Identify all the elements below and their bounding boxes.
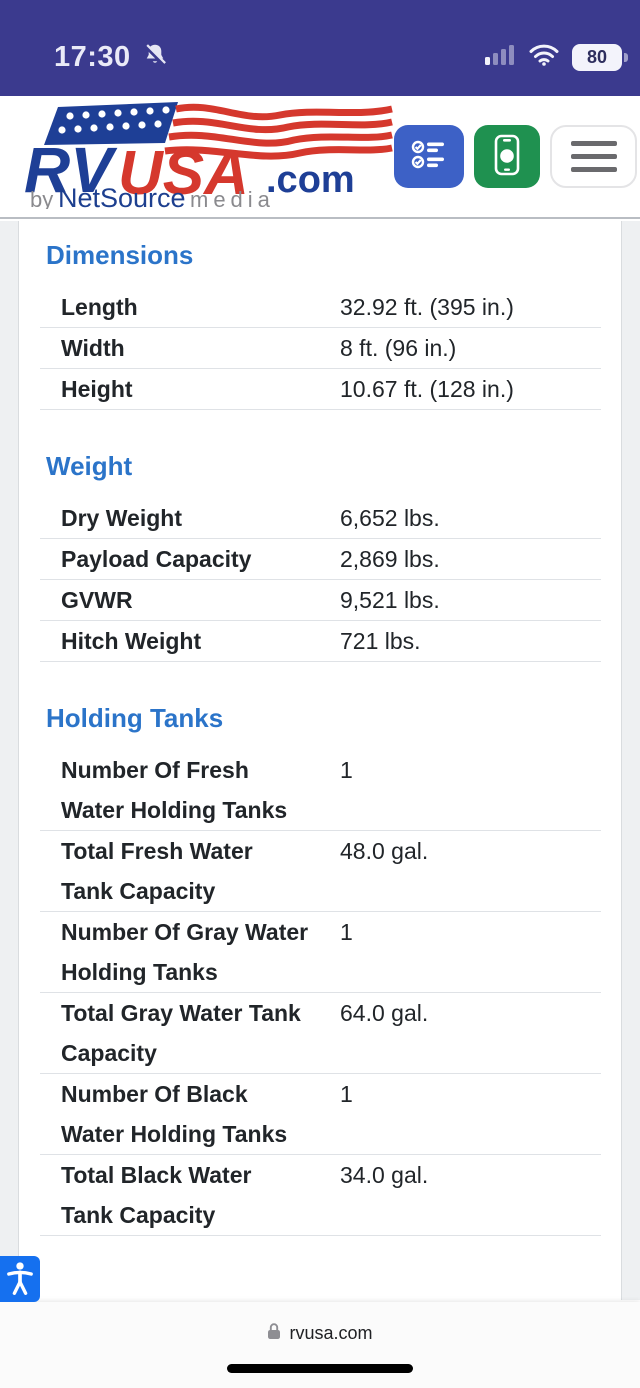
url-text: rvusa.com <box>289 1323 373 1343</box>
spec-value: 32.92 ft. (395 in.) <box>321 287 601 328</box>
specs-card: Dimensions Length 32.92 ft. (395 in.) Width… <box>18 221 622 1300</box>
spec-value: 721 lbs. <box>321 620 601 662</box>
section-title: Weight <box>46 451 133 481</box>
spec-row: Total Black Water Tank Capacity 34.0 gal. <box>40 1154 601 1236</box>
spec-value: 1 <box>321 750 601 831</box>
spec-label: Number Of Fresh Water Holding Tanks <box>40 750 321 831</box>
url-bar[interactable]: rvusa.com <box>0 1322 640 1345</box>
section-title: Holding Tanks <box>46 703 224 733</box>
accessibility-button[interactable] <box>0 1256 40 1302</box>
menu-button[interactable] <box>550 125 637 188</box>
spec-label: Width <box>40 327 321 369</box>
svg-text:RV: RV <box>24 134 118 206</box>
svg-text:by: by <box>30 187 53 209</box>
spec-label: Total Fresh Water Tank Capacity <box>40 830 321 912</box>
spec-label: Length <box>40 287 321 328</box>
home-indicator[interactable] <box>227 1364 413 1373</box>
spec-value: 6,652 lbs. <box>321 498 601 539</box>
phone-button[interactable] <box>474 125 540 188</box>
spec-value: 10.67 ft. (128 in.) <box>321 368 601 410</box>
spec-row: Width 8 ft. (96 in.) <box>40 327 601 369</box>
spec-label: Number Of Black Water Holding Tanks <box>40 1073 321 1155</box>
spec-row: Length 32.92 ft. (395 in.) <box>40 287 601 328</box>
spec-table: Dry Weight 6,652 lbs. Payload Capacity 2,86… <box>40 498 601 662</box>
site-header: RV USA .com by NetSource media <box>0 96 640 219</box>
spec-row: Number Of Fresh Water Holding Tanks 1 <box>40 750 601 831</box>
spec-table: Length 32.92 ft. (395 in.) Width 8 ft. (96 … <box>40 287 601 410</box>
spec-row: Height 10.67 ft. (128 in.) <box>40 368 601 410</box>
spec-value: 34.0 gal. <box>321 1154 601 1236</box>
spec-label: Hitch Weight <box>40 620 321 662</box>
battery-nub <box>624 52 628 62</box>
spec-value: 48.0 gal. <box>321 830 601 912</box>
spec-label: Number Of Gray Water Holding Tanks <box>40 911 321 993</box>
header-buttons <box>394 125 637 188</box>
svg-text:media: media <box>190 187 275 209</box>
signal-icon <box>485 44 516 71</box>
status-bar: 17:30 <box>0 0 640 96</box>
checklist-icon <box>411 139 447 174</box>
spec-value: 1 <box>321 1073 601 1155</box>
battery-icon: 80 <box>572 43 628 71</box>
accessibility-icon <box>4 1259 36 1300</box>
status-bar-right: 80 <box>485 43 628 71</box>
hamburger-icon <box>570 141 617 146</box>
svg-text:.com: .com <box>266 159 355 201</box>
spec-row: Total Fresh Water Tank Capacity 48.0 gal. <box>40 830 601 912</box>
spec-value: 2,869 lbs. <box>321 538 601 580</box>
spec-row: Hitch Weight 721 lbs. <box>40 620 601 662</box>
spec-row: Total Gray Water Tank Capacity 64.0 gal. <box>40 992 601 1074</box>
spec-row: Number Of Black Water Holding Tanks 1 <box>40 1073 601 1155</box>
svg-text:USA: USA <box>118 139 249 208</box>
flag-field <box>44 102 178 145</box>
spec-row: GVWR 9,521 lbs. <box>40 579 601 621</box>
spec-section-dimensions: Dimensions Length 32.92 ft. (395 in.) Width… <box>40 239 601 410</box>
spec-label: GVWR <box>40 579 321 621</box>
phone-icon <box>493 134 521 179</box>
spec-row: Payload Capacity 2,869 lbs. <box>40 538 601 580</box>
spec-label: Payload Capacity <box>40 538 321 580</box>
spec-row: Dry Weight 6,652 lbs. <box>40 498 601 539</box>
spec-label: Dry Weight <box>40 498 321 539</box>
battery-percent: 80 <box>586 46 608 67</box>
bell-slash-icon <box>141 41 169 74</box>
page-content[interactable]: Dimensions Length 32.92 ft. (395 in.) Width… <box>0 221 640 1300</box>
spec-value: 64.0 gal. <box>321 992 601 1074</box>
spec-label: Height <box>40 368 321 410</box>
spec-label: Total Gray Water Tank Capacity <box>40 992 321 1074</box>
browser-bottom-bar: rvusa.com <box>0 1302 640 1388</box>
svg-text:NetSource: NetSource <box>58 183 186 209</box>
checklist-button[interactable] <box>394 125 464 188</box>
spec-table: Number Of Fresh Water Holding Tanks 1 Tota… <box>40 750 601 1236</box>
spec-value: 1 <box>321 911 601 993</box>
rvusa-logo[interactable]: RV USA .com by NetSource media <box>18 99 394 214</box>
clock: 17:30 <box>54 40 131 73</box>
spec-value: 8 ft. (96 in.) <box>321 327 601 369</box>
spec-label: Total Black Water Tank Capacity <box>40 1154 321 1236</box>
spec-section-weight: Weight Dry Weight 6,652 lbs. Payload Capaci… <box>40 450 601 662</box>
lock-icon <box>267 1322 281 1345</box>
status-bar-left: 17:30 <box>54 41 169 74</box>
spec-row: Number Of Gray Water Holding Tanks 1 <box>40 911 601 993</box>
spec-section-holding-tanks: Holding Tanks Number Of Fresh Water Holdi… <box>40 702 601 1236</box>
wifi-icon <box>529 44 559 71</box>
section-title: Dimensions <box>46 240 194 270</box>
spec-value: 9,521 lbs. <box>321 579 601 621</box>
